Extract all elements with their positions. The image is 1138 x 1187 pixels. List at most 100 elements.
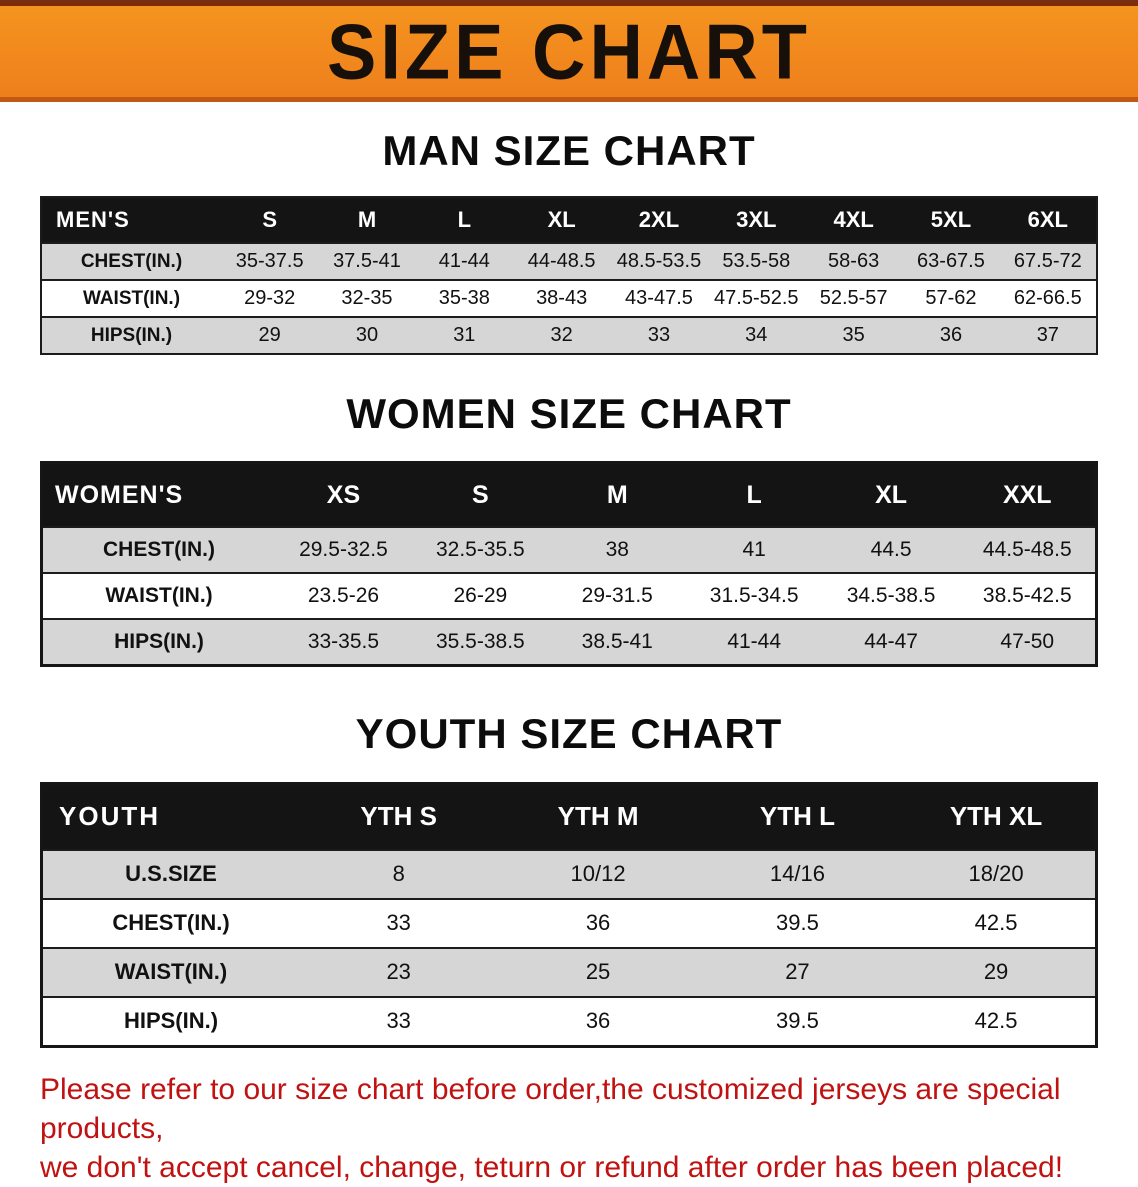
- table-row: WAIST(IN.) 23.5-26 26-29 29-31.5 31.5-34…: [41, 572, 1097, 620]
- size-value-cell: 29: [897, 946, 1097, 997]
- size-value-cell: 27: [697, 946, 898, 997]
- row-label: WAIST(IN.): [41, 946, 299, 997]
- size-value-cell: 41-44: [685, 618, 823, 666]
- youth-col-header: YTH L: [697, 782, 898, 850]
- size-value-cell: 32-35: [318, 279, 416, 318]
- order-notice: Please refer to our size chart before or…: [40, 1070, 1118, 1187]
- size-value-cell: 29-31.5: [548, 572, 686, 620]
- youth-col-header: YTH XL: [897, 782, 1097, 850]
- size-value-cell: 18/20: [897, 848, 1097, 899]
- size-value-cell: 63-67.5: [902, 242, 1000, 281]
- size-value-cell: 44.5-48.5: [959, 526, 1097, 574]
- size-value-cell: 47-50: [959, 618, 1097, 666]
- table-row: CHEST(IN.) 33 36 39.5 42.5: [41, 897, 1097, 948]
- men-col-header: L: [415, 196, 513, 244]
- men-col-header: XL: [512, 196, 611, 244]
- size-value-cell: 38-43: [512, 279, 611, 318]
- row-label: U.S.SIZE: [41, 848, 299, 899]
- table-row: HIPS(IN.) 33-35.5 35.5-38.5 38.5-41 41-4…: [41, 618, 1097, 666]
- size-value-cell: 36: [498, 995, 698, 1047]
- size-value-cell: 37.5-41: [318, 242, 416, 281]
- page-title: SIZE CHART: [327, 7, 811, 96]
- size-value-cell: 48.5-53.5: [610, 242, 708, 281]
- table-row: CHEST(IN.) 29.5-32.5 32.5-35.5 38 41 44.…: [41, 526, 1097, 574]
- size-value-cell: 29.5-32.5: [275, 526, 412, 574]
- size-value-cell: 35: [804, 316, 903, 355]
- size-value-cell: 38.5-41: [548, 618, 686, 666]
- women-size-table: WOMEN'S XS S M L XL XXL CHEST(IN.) 29.5-…: [40, 461, 1098, 668]
- size-chart-banner: SIZE CHART: [0, 0, 1138, 102]
- table-row: U.S.SIZE 8 10/12 14/16 18/20: [41, 848, 1097, 899]
- size-value-cell: 53.5-58: [707, 242, 805, 281]
- size-value-cell: 34.5-38.5: [822, 572, 960, 620]
- row-label: WAIST(IN.): [41, 279, 221, 318]
- women-header-row: WOMEN'S XS S M L XL XXL: [41, 461, 1097, 528]
- row-label: HIPS(IN.): [41, 316, 221, 355]
- men-col-header: 6XL: [999, 196, 1097, 244]
- size-value-cell: 31.5-34.5: [685, 572, 823, 620]
- size-value-cell: 44.5: [822, 526, 960, 574]
- women-col-header: XXL: [959, 461, 1097, 528]
- youth-size-table: YOUTH YTH S YTH M YTH L YTH XL U.S.SIZE …: [40, 781, 1098, 1048]
- size-value-cell: 39.5: [697, 897, 898, 948]
- men-size-table: MEN'S S M L XL 2XL 3XL 4XL 5XL 6XL CHEST…: [40, 196, 1098, 356]
- table-row: HIPS(IN.) 29 30 31 32 33 34 35 36 37: [41, 316, 1097, 355]
- men-corner-label: MEN'S: [41, 196, 221, 244]
- men-col-header: M: [318, 196, 416, 244]
- size-value-cell: 42.5: [897, 897, 1097, 948]
- youth-header-row: YOUTH YTH S YTH M YTH L YTH XL: [41, 782, 1097, 850]
- youth-corner-label: YOUTH: [41, 782, 299, 850]
- youth-col-header: YTH S: [299, 782, 499, 850]
- women-col-header: L: [685, 461, 823, 528]
- size-value-cell: 44-48.5: [512, 242, 611, 281]
- men-col-header: 3XL: [707, 196, 805, 244]
- men-col-header: 2XL: [610, 196, 708, 244]
- size-value-cell: 43-47.5: [610, 279, 708, 318]
- size-value-cell: 38.5-42.5: [959, 572, 1097, 620]
- size-value-cell: 36: [498, 897, 698, 948]
- size-value-cell: 33-35.5: [275, 618, 412, 666]
- row-label: CHEST(IN.): [41, 526, 275, 574]
- size-value-cell: 8: [299, 848, 499, 899]
- size-value-cell: 42.5: [897, 995, 1097, 1047]
- size-value-cell: 47.5-52.5: [707, 279, 805, 318]
- size-value-cell: 23: [299, 946, 499, 997]
- size-value-cell: 25: [498, 946, 698, 997]
- size-value-cell: 58-63: [804, 242, 903, 281]
- size-value-cell: 29-32: [221, 279, 319, 318]
- man-section-heading: MAN SIZE CHART: [382, 127, 756, 174]
- men-header-row: MEN'S S M L XL 2XL 3XL 4XL 5XL 6XL: [41, 196, 1097, 244]
- size-value-cell: 26-29: [411, 572, 549, 620]
- women-col-header: M: [548, 461, 686, 528]
- notice-line-2: we don't accept cancel, change, teturn o…: [40, 1150, 1064, 1184]
- size-value-cell: 62-66.5: [999, 279, 1097, 318]
- women-corner-label: WOMEN'S: [41, 461, 275, 528]
- men-col-header: 4XL: [804, 196, 903, 244]
- size-value-cell: 31: [415, 316, 513, 355]
- size-value-cell: 10/12: [498, 848, 698, 899]
- size-value-cell: 37: [999, 316, 1097, 355]
- row-label: CHEST(IN.): [41, 897, 299, 948]
- row-label: HIPS(IN.): [41, 995, 299, 1047]
- size-value-cell: 35.5-38.5: [411, 618, 549, 666]
- men-col-header: 5XL: [902, 196, 1000, 244]
- size-value-cell: 14/16: [697, 848, 898, 899]
- size-value-cell: 38: [548, 526, 686, 574]
- women-col-header: XL: [822, 461, 960, 528]
- women-section-heading: WOMEN SIZE CHART: [346, 390, 792, 438]
- size-value-cell: 41-44: [415, 242, 513, 281]
- size-value-cell: 36: [902, 316, 1000, 355]
- youth-section-heading: YOUTH SIZE CHART: [355, 710, 783, 758]
- row-label: WAIST(IN.): [41, 572, 275, 620]
- women-col-header: XS: [275, 461, 412, 528]
- size-value-cell: 30: [318, 316, 416, 355]
- size-value-cell: 29: [221, 316, 319, 355]
- size-value-cell: 41: [685, 526, 823, 574]
- size-value-cell: 52.5-57: [804, 279, 903, 318]
- size-value-cell: 32: [512, 316, 611, 355]
- row-label: CHEST(IN.): [41, 242, 221, 281]
- youth-col-header: YTH M: [498, 782, 698, 850]
- size-value-cell: 32.5-35.5: [411, 526, 549, 574]
- table-row: CHEST(IN.) 35-37.5 37.5-41 41-44 44-48.5…: [41, 242, 1097, 281]
- size-value-cell: 34: [707, 316, 805, 355]
